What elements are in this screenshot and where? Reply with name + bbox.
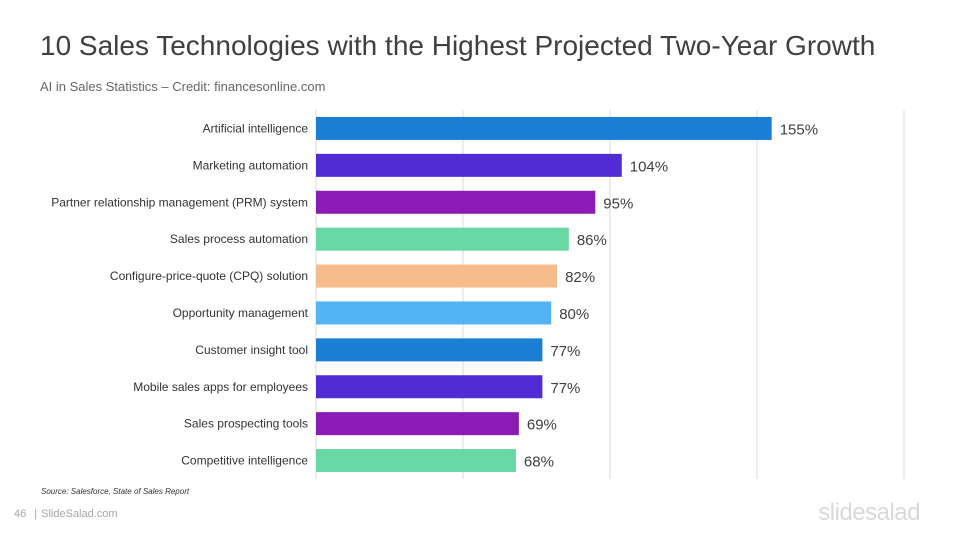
footer-separator: | bbox=[34, 508, 38, 520]
value-labels: 155% 104% 95% 86% 82% 80% 77% 77% 69% 68% bbox=[524, 121, 818, 470]
value-label: 95% bbox=[603, 195, 633, 212]
bar bbox=[316, 153, 622, 177]
bar bbox=[316, 264, 558, 288]
category-label: Partner relationship management (PRM) sy… bbox=[51, 195, 308, 209]
value-label: 68% bbox=[524, 454, 554, 471]
value-label: 69% bbox=[527, 417, 557, 434]
category-label: Artificial intelligence bbox=[203, 121, 309, 135]
value-label: 86% bbox=[577, 232, 607, 249]
value-label: 104% bbox=[630, 158, 668, 175]
category-label: Competitive intelligence bbox=[181, 454, 308, 468]
bars bbox=[316, 116, 772, 473]
slide-title: 10 Sales Technologies with the Highest P… bbox=[40, 30, 876, 61]
bar bbox=[316, 338, 543, 362]
source-note: Source: Salesforce, State of Sales Repor… bbox=[41, 487, 190, 496]
value-label: 155% bbox=[780, 121, 818, 138]
value-label: 77% bbox=[550, 380, 580, 397]
category-label: Marketing automation bbox=[193, 158, 308, 172]
category-label: Mobile sales apps for employees bbox=[133, 380, 308, 394]
footer: 46 | SlideSalad.com bbox=[14, 508, 118, 520]
bar bbox=[316, 375, 543, 399]
bar bbox=[316, 227, 569, 251]
bar bbox=[316, 412, 519, 436]
page-number: 46 bbox=[14, 508, 27, 520]
brand-logo: slidesalad bbox=[818, 499, 920, 526]
category-label: Sales process automation bbox=[170, 232, 308, 246]
value-label: 80% bbox=[559, 306, 589, 323]
value-label: 82% bbox=[565, 269, 595, 286]
bar bbox=[316, 301, 552, 325]
value-label: 77% bbox=[550, 343, 580, 360]
category-label: Opportunity management bbox=[173, 306, 309, 320]
bar bbox=[316, 116, 772, 140]
category-label: Configure-price-quote (CPQ) solution bbox=[110, 269, 308, 283]
bar bbox=[316, 190, 596, 214]
category-label: Customer insight tool bbox=[195, 343, 308, 357]
slide-subtitle: AI in Sales Statistics – Credit: finance… bbox=[40, 79, 326, 94]
category-label: Sales prospecting tools bbox=[184, 417, 308, 431]
footer-site: SlideSalad.com bbox=[41, 508, 118, 520]
category-labels: Artificial intelligence Marketing automat… bbox=[51, 121, 308, 467]
bar bbox=[316, 449, 516, 473]
